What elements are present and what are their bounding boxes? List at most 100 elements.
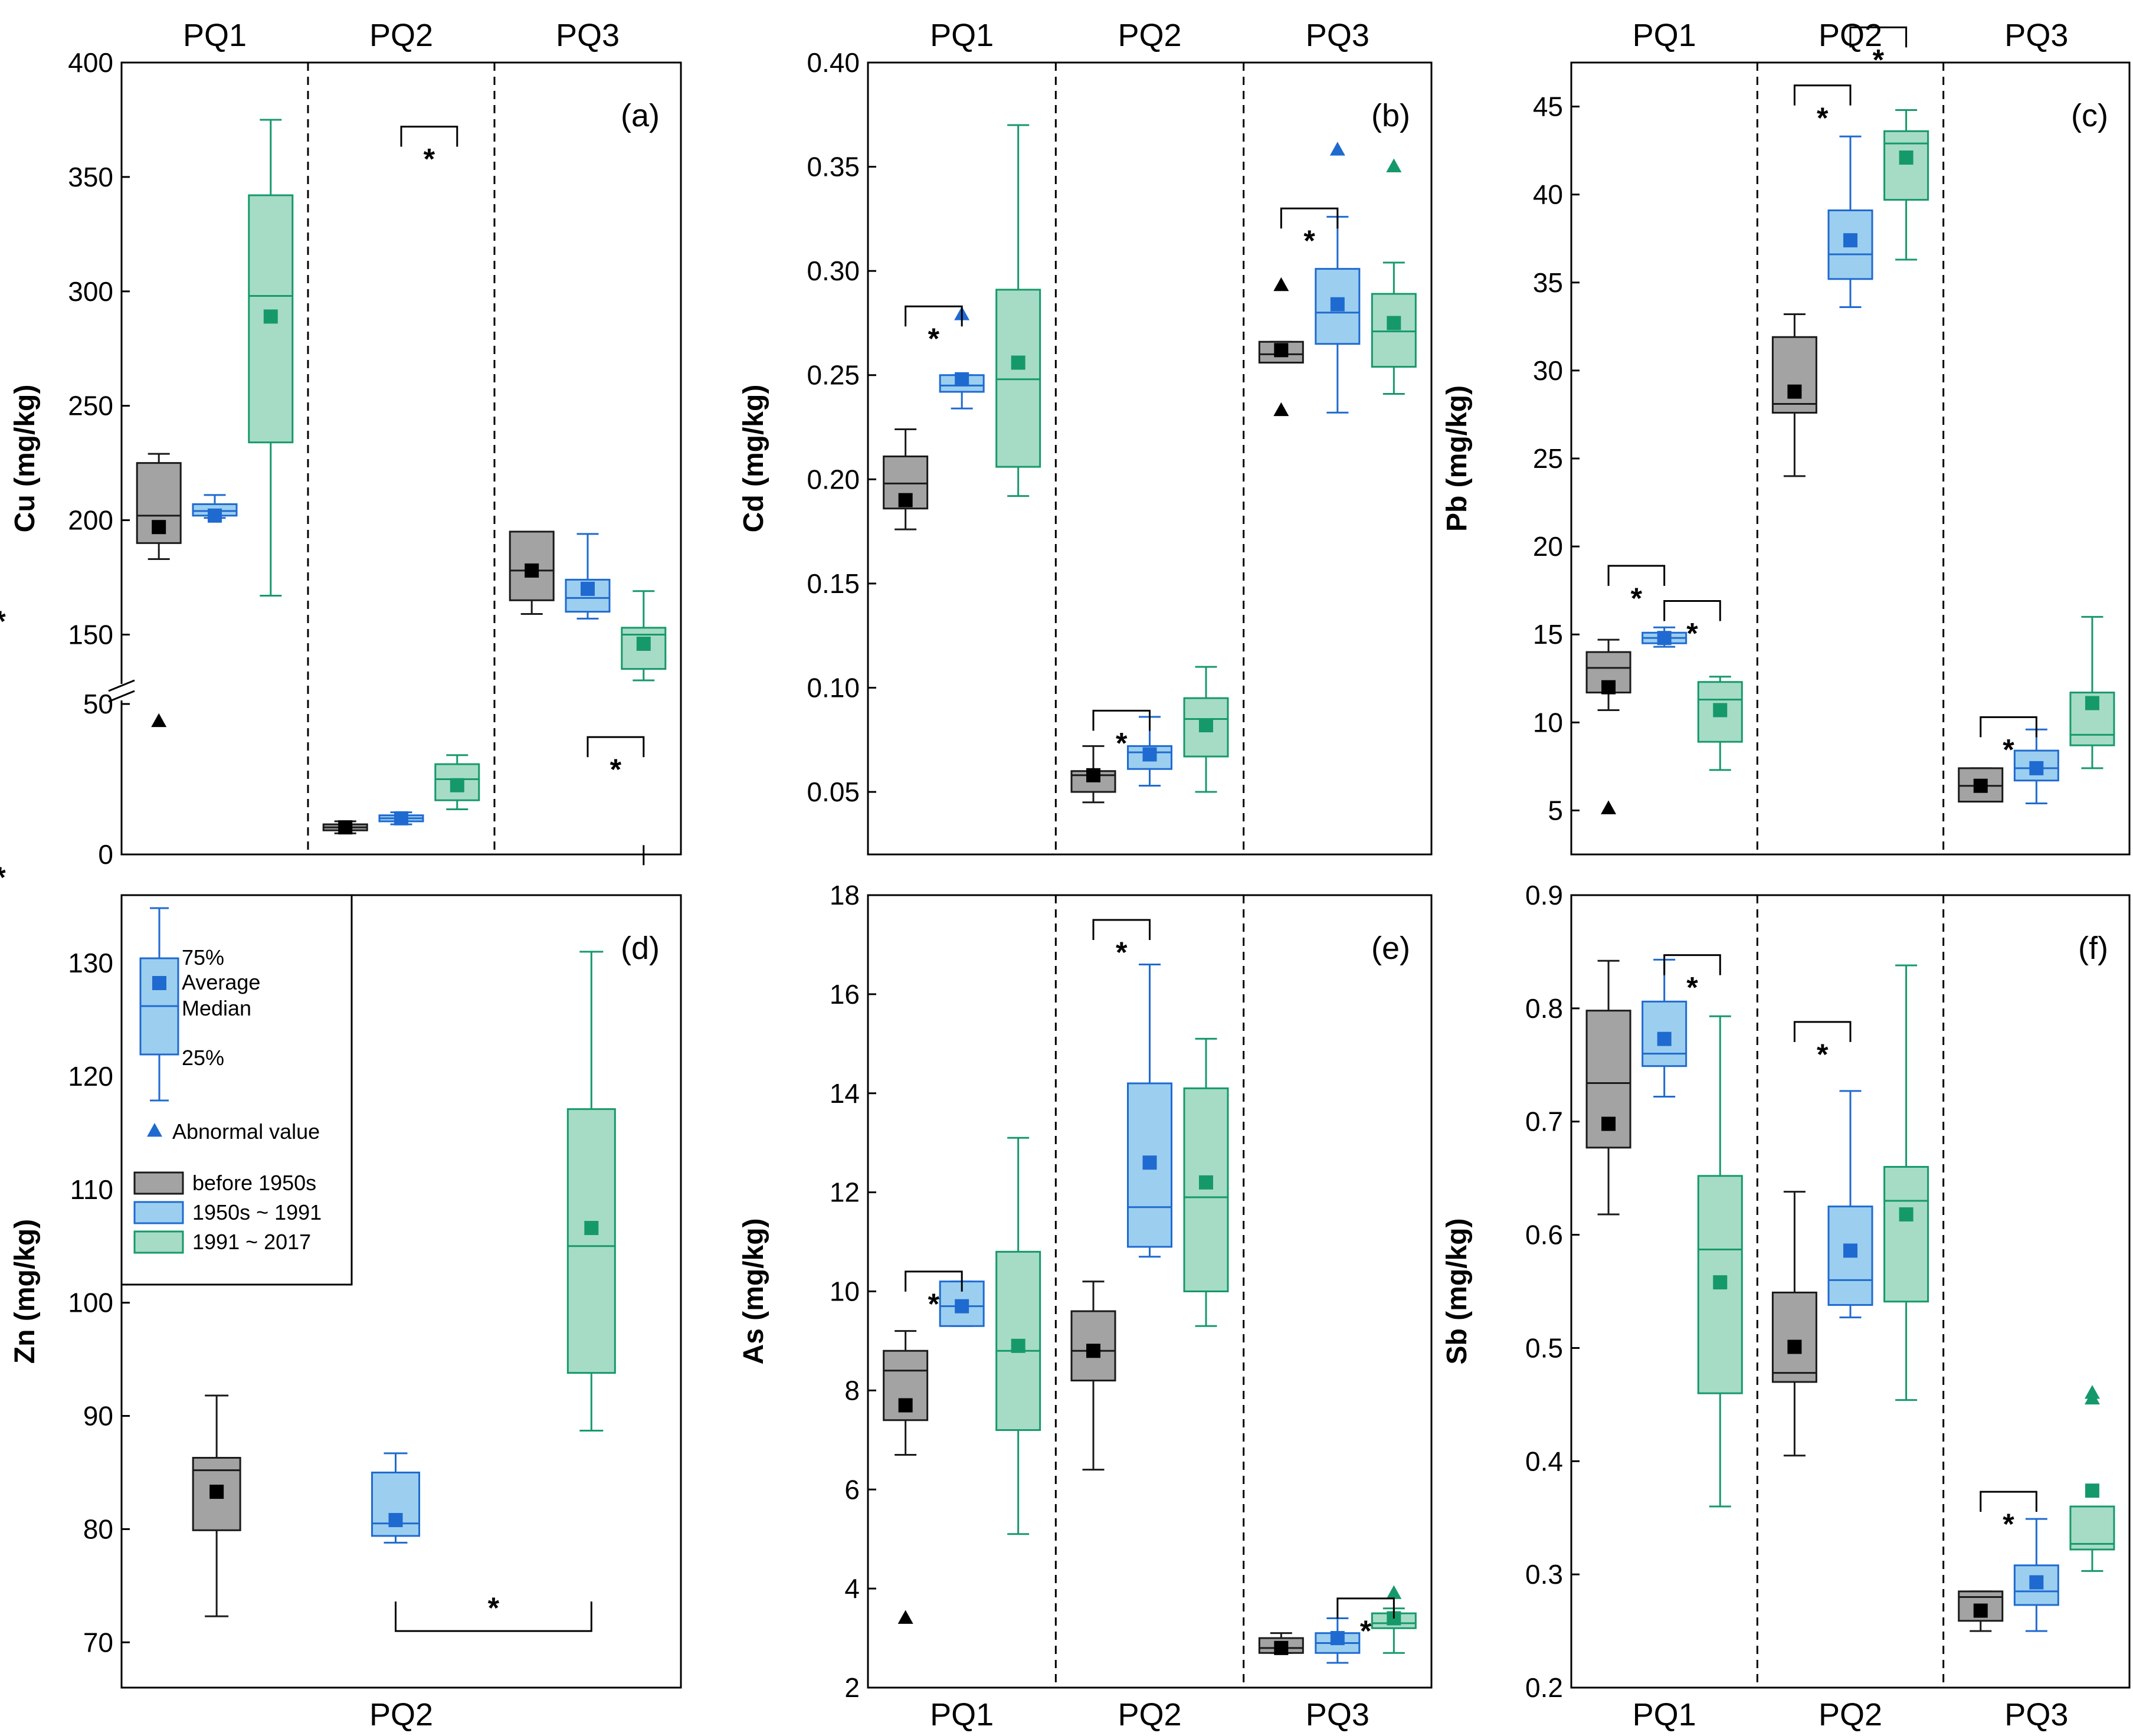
y-tick-label: 350 — [68, 162, 113, 192]
y-tick-label: 15 — [1533, 619, 1563, 650]
plot-frame — [120, 894, 682, 1689]
mean-marker — [1330, 1631, 1345, 1646]
mean-marker — [1601, 1116, 1616, 1131]
box-9 — [2069, 615, 2115, 769]
outlier-marker — [897, 1610, 913, 1624]
significance-bracket: * — [1793, 84, 1852, 135]
y-tick-label: 0.35 — [807, 152, 860, 182]
group-label: PQ1 — [930, 18, 994, 53]
panel-label: (e) — [1371, 931, 1410, 966]
y-tick-label: 50 — [83, 689, 113, 719]
significance-star: * — [1116, 726, 1128, 759]
mean-marker — [1713, 1275, 1728, 1290]
box-9 — [2069, 1385, 2115, 1572]
bracket-line — [1092, 919, 1151, 940]
significance-star: * — [1817, 1038, 1829, 1071]
significance-bracket: * — [1793, 1021, 1852, 1071]
significance-star: * — [928, 322, 940, 355]
mean-marker — [1274, 343, 1289, 358]
significance-star: * — [1631, 582, 1643, 615]
significance-star: * — [928, 1288, 940, 1321]
y-tick-label: 0.4 — [1525, 1446, 1563, 1476]
panel-f: 0.2 0.3 0.4 0.5 0.6 0.7 0.8 0.9 Sb (mg/kg) PQ1 PQ2… — [1441, 880, 2131, 1732]
box-5 — [1827, 1090, 1873, 1319]
bracket-line — [1980, 1491, 2037, 1512]
significance-bracket: * — [1336, 1597, 1395, 1647]
box-iqr — [434, 763, 480, 801]
box-iqr — [1183, 1087, 1229, 1292]
box-3 — [566, 951, 616, 1432]
legend-label-q25: 25% — [182, 1046, 224, 1070]
significance-bracket: * — [1980, 1491, 2037, 1541]
panel-label: (c) — [2071, 98, 2108, 133]
box-4 — [1771, 313, 1817, 477]
box-6 — [434, 754, 480, 811]
significance-star: * — [424, 143, 435, 176]
mean-marker — [1973, 1603, 1988, 1618]
y-axis: 0.05 0.10 0.15 0.20 0.25 0.30 0.35 0.40 — [807, 47, 876, 807]
y-tick-label: 0 — [98, 839, 113, 870]
axis-break-mark — [108, 679, 135, 692]
mean-marker — [2029, 761, 2044, 775]
y-tick-label: 5 — [1548, 795, 1563, 826]
group-label: PQ1 — [1633, 1697, 1696, 1732]
y-tick-label: 6 — [844, 1474, 860, 1505]
axis-break-mark — [108, 690, 135, 703]
bracket-line — [1793, 84, 1852, 106]
group-label: PQ2 — [1819, 1697, 1882, 1732]
group-label: PQ1 — [930, 1697, 994, 1732]
y-tick-label: 0.5 — [1525, 1332, 1563, 1363]
significance-star: * — [2003, 1508, 2014, 1541]
mean-marker — [1843, 233, 1857, 248]
box-2 — [192, 494, 238, 523]
y-tick-label: 0.9 — [1525, 880, 1563, 910]
group-label: PQ3 — [2004, 1697, 2068, 1732]
y-tick-label: 12 — [830, 1177, 860, 1208]
box-4 — [322, 820, 368, 835]
significance-star: * — [0, 861, 6, 894]
y-tick-label: 8 — [844, 1375, 860, 1406]
box-iqr — [2013, 749, 2059, 782]
panel-label: (d) — [621, 931, 660, 966]
y-tick-label: 0.3 — [1525, 1559, 1563, 1590]
legend-swatch — [133, 1171, 184, 1195]
box-iqr — [1183, 697, 1229, 758]
outlier-marker — [1329, 142, 1345, 156]
y-tick-label: 90 — [83, 1401, 113, 1432]
box-7 — [509, 530, 555, 615]
group-label: PQ3 — [2004, 18, 2068, 53]
significance-star: * — [1817, 101, 1829, 135]
panel-label: (a) — [621, 98, 660, 133]
y-axis: 5 10 15 20 25 30 35 40 45 — [1533, 91, 1580, 826]
y-tick-label: 70 — [83, 1627, 113, 1658]
bracket-line — [1092, 709, 1151, 731]
y-tick-label: 0.30 — [807, 256, 860, 286]
box-8 — [1315, 142, 1361, 414]
bracket-line — [1336, 1597, 1395, 1619]
mean-marker — [1657, 1031, 1672, 1046]
mean-marker — [898, 1398, 913, 1413]
plot-frame — [1570, 894, 2131, 1689]
y-tick-label: 16 — [830, 979, 860, 1010]
box-8 — [1315, 1617, 1361, 1664]
mean-marker — [584, 1221, 599, 1236]
significance-bracket: * — [1663, 600, 1721, 650]
box-1 — [136, 453, 182, 728]
legend-label-period: 1950s ~ 1991 — [192, 1200, 322, 1224]
y-axis-label: Cu (mg/kg) — [9, 385, 41, 533]
bracket-line — [1663, 600, 1721, 621]
significance-star: * — [1686, 971, 1698, 1004]
group-label: PQ2 — [1118, 1697, 1181, 1732]
bracket-line — [400, 126, 458, 147]
mean-marker — [2085, 696, 2099, 710]
mean-marker — [263, 309, 278, 324]
y-axis: 2 4 6 8 10 12 14 16 18 — [830, 880, 876, 1703]
outlier-marker — [1601, 800, 1617, 814]
box-2 — [371, 1452, 421, 1544]
y-tick-label: 150 — [68, 619, 113, 650]
mean-marker — [955, 1299, 969, 1314]
outlier-marker — [151, 713, 167, 728]
box-iqr — [566, 1108, 616, 1374]
outlier-marker — [1273, 277, 1289, 291]
significance-star: * — [2003, 733, 2014, 766]
